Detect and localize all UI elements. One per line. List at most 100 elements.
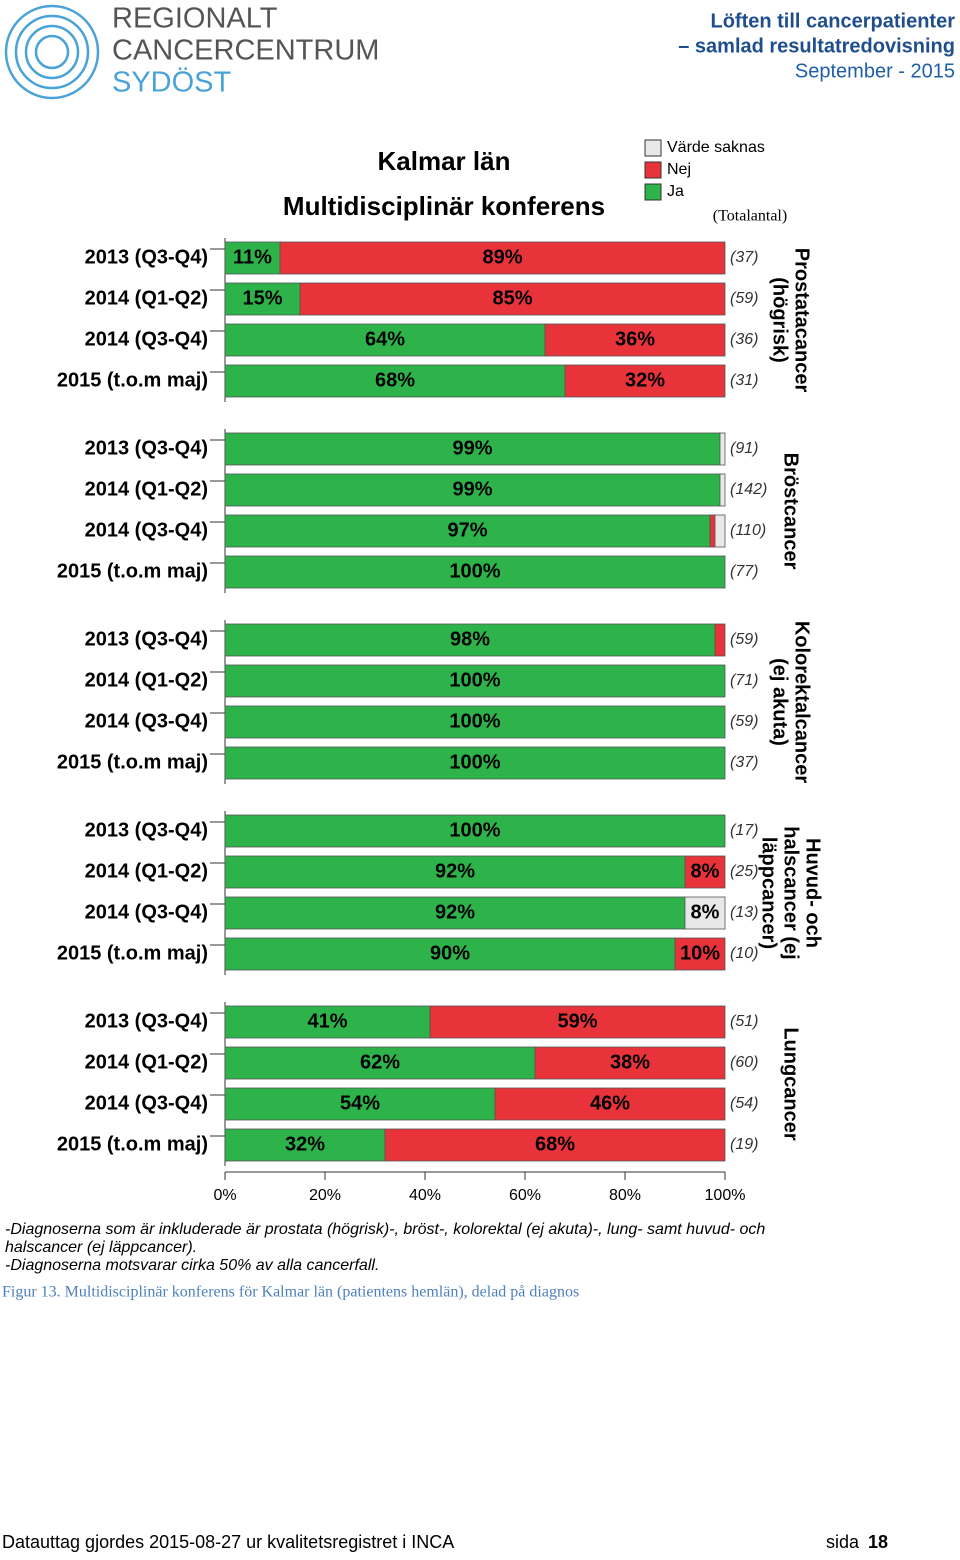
header-title: Löften till cancerpatienter xyxy=(711,10,956,32)
value-label: 8% xyxy=(691,901,720,923)
total-label: (51) xyxy=(730,1013,758,1030)
value-label: 100% xyxy=(449,669,500,691)
bar-segment xyxy=(709,514,716,548)
bar-segment xyxy=(224,241,281,275)
logo-text: REGIONALT xyxy=(112,3,278,35)
bar-segment xyxy=(674,937,726,971)
bar-segment xyxy=(719,432,726,466)
category-label: 2015 (t.o.m maj) xyxy=(57,1133,208,1155)
total-label: (17) xyxy=(730,822,758,839)
bar-segment xyxy=(224,855,686,889)
total-label: (71) xyxy=(730,672,758,689)
bar-segment xyxy=(224,814,726,848)
category-label: 2014 (Q3-Q4) xyxy=(85,519,208,541)
bar-segment xyxy=(224,364,566,398)
value-label: 41% xyxy=(307,1010,347,1032)
total-label: (54) xyxy=(730,1095,758,1112)
value-label: 54% xyxy=(340,1092,380,1114)
total-label: (36) xyxy=(730,331,758,348)
value-label: 85% xyxy=(492,287,532,309)
bar-segment xyxy=(224,555,726,589)
group-label: Lungcancer xyxy=(780,1027,802,1141)
x-tick-label: 60% xyxy=(509,1187,541,1204)
total-label: (10) xyxy=(730,945,758,962)
total-label: (59) xyxy=(730,290,758,307)
chart-subtitle: Multidisciplinär konferens xyxy=(283,191,605,221)
total-label: (59) xyxy=(730,631,758,648)
bar-segment xyxy=(224,473,721,507)
total-label: (19) xyxy=(730,1136,758,1153)
value-label: 68% xyxy=(535,1133,575,1155)
bar-segment xyxy=(224,705,726,739)
bar-segment xyxy=(224,1046,536,1080)
value-label: 8% xyxy=(691,860,720,882)
category-label: 2014 (Q3-Q4) xyxy=(85,1092,208,1114)
total-label: (60) xyxy=(730,1054,758,1071)
total-label: (77) xyxy=(730,563,758,580)
x-tick-label: 20% xyxy=(309,1187,341,1204)
value-label: 62% xyxy=(360,1051,400,1073)
category-label: 2015 (t.o.m maj) xyxy=(57,751,208,773)
total-label: (25) xyxy=(730,863,758,880)
category-label: 2014 (Q3-Q4) xyxy=(85,710,208,732)
note: halscancer (ej läppcancer). xyxy=(5,1239,197,1256)
footer-page-label: sida xyxy=(826,1532,860,1552)
value-label: 99% xyxy=(452,437,492,459)
x-tick-label: 40% xyxy=(409,1187,441,1204)
bar-segment xyxy=(719,473,726,507)
bar-segment xyxy=(544,323,726,357)
value-label: 38% xyxy=(610,1051,650,1073)
category-label: 2013 (Q3-Q4) xyxy=(85,628,208,650)
group-label: Huvud- och xyxy=(802,838,824,948)
bar-segment xyxy=(224,514,711,548)
group-label: läppcancer) xyxy=(758,837,780,949)
category-label: 2014 (Q3-Q4) xyxy=(85,901,208,923)
bar-segment xyxy=(564,364,726,398)
bar-segment xyxy=(224,323,546,357)
group-label: Bröstcancer xyxy=(780,453,802,570)
legend-note: (Totalantal) xyxy=(713,208,787,225)
category-label: 2015 (t.o.m maj) xyxy=(57,560,208,582)
header-title: – samlad resultatredovisning xyxy=(678,35,955,57)
bar-segment xyxy=(714,514,726,548)
category-label: 2013 (Q3-Q4) xyxy=(85,246,208,268)
total-label: (142) xyxy=(730,481,767,498)
footer-page-number: 18 xyxy=(868,1532,888,1552)
value-label: 98% xyxy=(450,628,490,650)
note: -Diagnoserna som är inkluderade är prost… xyxy=(5,1221,765,1238)
legend-swatch xyxy=(644,139,662,157)
legend-swatch xyxy=(644,183,662,201)
value-label: 97% xyxy=(447,519,487,541)
category-label: 2015 (t.o.m maj) xyxy=(57,369,208,391)
legend-swatch xyxy=(644,161,662,179)
value-label: 68% xyxy=(375,369,415,391)
total-label: (91) xyxy=(730,440,758,457)
header-date: September - 2015 xyxy=(795,60,955,82)
logo-text: SYDÖST xyxy=(112,67,232,99)
value-label: 46% xyxy=(590,1092,630,1114)
caption: Figur 13. Multidisciplinär konferens för… xyxy=(2,1284,579,1301)
value-label: 92% xyxy=(435,860,475,882)
value-label: 10% xyxy=(680,942,720,964)
category-label: 2014 (Q3-Q4) xyxy=(85,328,208,350)
bar-segment xyxy=(224,1087,496,1121)
value-label: 100% xyxy=(449,560,500,582)
bar-segment xyxy=(384,1128,726,1162)
bar-segment xyxy=(224,746,726,780)
bar-segment xyxy=(429,1005,726,1039)
value-label: 59% xyxy=(557,1010,597,1032)
x-tick-label: 100% xyxy=(705,1187,746,1204)
x-tick-label: 80% xyxy=(609,1187,641,1204)
category-label: 2013 (Q3-Q4) xyxy=(85,819,208,841)
total-label: (37) xyxy=(730,754,758,771)
category-label: 2013 (Q3-Q4) xyxy=(85,437,208,459)
bar-segment xyxy=(224,937,676,971)
bar-segment xyxy=(224,664,726,698)
x-tick-label: 0% xyxy=(213,1187,236,1204)
group-label: halscancer (ej xyxy=(780,826,802,959)
value-label: 32% xyxy=(625,369,665,391)
total-label: (110) xyxy=(730,522,766,539)
total-label: (13) xyxy=(730,904,758,921)
